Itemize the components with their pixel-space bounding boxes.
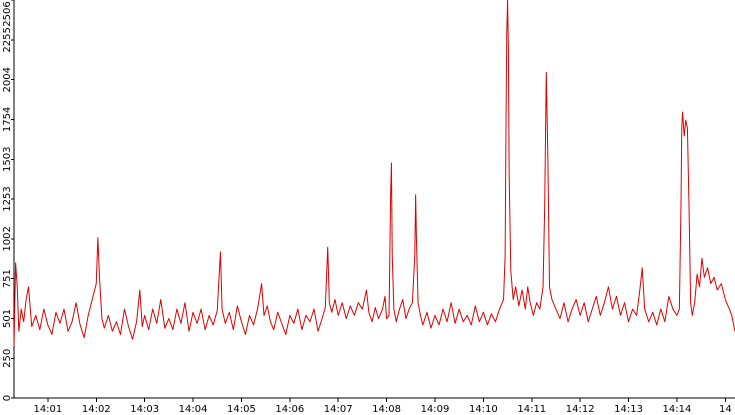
x-tick-label: 14 bbox=[719, 404, 732, 415]
x-tick-label: 14:11 bbox=[517, 404, 546, 415]
x-tick-label: 14:07 bbox=[324, 404, 353, 415]
y-tick-label: 0 bbox=[2, 395, 13, 401]
x-tick-label: 14:13 bbox=[614, 404, 643, 415]
y-tick-label: 1754 bbox=[2, 107, 13, 132]
y-tick-label: 1002 bbox=[2, 226, 13, 251]
x-tick-label: 14:03 bbox=[130, 404, 159, 415]
x-tick-label: 14:08 bbox=[372, 404, 401, 415]
y-tick-label: 250 bbox=[2, 349, 13, 368]
x-tick-label: 14:09 bbox=[421, 404, 450, 415]
x-axis: 14:01 14:02 14:03 14:04 14:05 14:06 14:07 14:08… bbox=[14, 397, 735, 415]
y-tick-label: 2506 bbox=[2, 1, 13, 26]
y-tick-label: 501 bbox=[2, 309, 13, 328]
y-tick-label: 1503 bbox=[2, 147, 13, 172]
x-tick-label: 14:12 bbox=[566, 404, 595, 415]
x-tick-label: 14:05 bbox=[227, 404, 256, 415]
x-tick-label: 14:14 bbox=[663, 404, 692, 415]
y-tick-label: 2255 bbox=[2, 27, 13, 52]
series-line bbox=[13, 0, 735, 346]
x-tick-label: 14:04 bbox=[179, 404, 208, 415]
plot-area bbox=[13, 0, 735, 346]
x-tick-label: 14:01 bbox=[33, 404, 62, 415]
y-tick-label: 751 bbox=[2, 269, 13, 288]
y-tick-label: 1253 bbox=[2, 186, 13, 211]
x-tick-label: 14:02 bbox=[82, 404, 111, 415]
y-tick-label: 2004 bbox=[2, 67, 13, 92]
x-tick-label: 14:06 bbox=[275, 404, 304, 415]
x-tick-label: 14:10 bbox=[469, 404, 498, 415]
